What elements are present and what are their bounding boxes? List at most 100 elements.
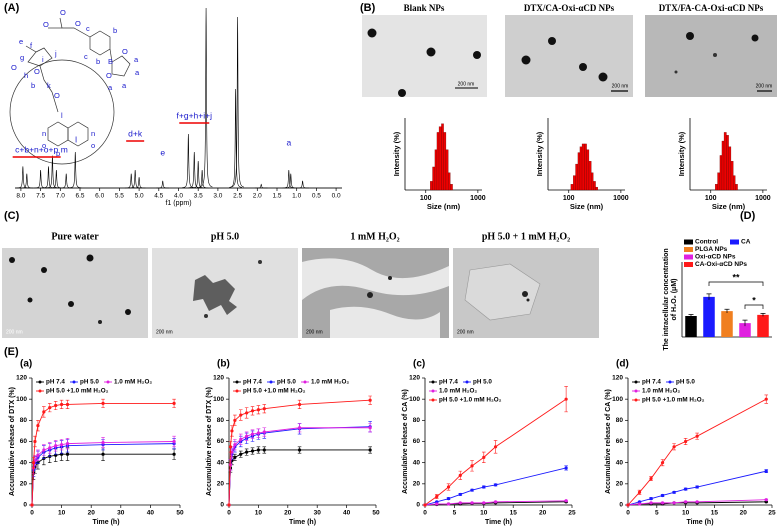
peak-label: a bbox=[286, 137, 291, 147]
x-tick-label: 10 bbox=[480, 510, 488, 517]
data-point bbox=[672, 445, 676, 449]
significance-label: * bbox=[752, 295, 756, 305]
x-axis-label: Time (h) bbox=[485, 519, 512, 526]
histogram-bar bbox=[430, 181, 433, 191]
histogram-bar bbox=[586, 149, 590, 191]
data-point bbox=[65, 442, 70, 446]
atom-label: a bbox=[108, 83, 113, 92]
data-point bbox=[764, 397, 768, 401]
x-tick-label: 2.0 bbox=[253, 193, 262, 200]
x-tick-label: 5 bbox=[655, 510, 659, 517]
tem-image: 200 nm bbox=[152, 248, 298, 338]
data-point bbox=[101, 452, 105, 456]
histogram-bar bbox=[715, 184, 718, 191]
data-point bbox=[637, 490, 642, 494]
peak bbox=[128, 169, 142, 189]
peak-label: f+g+h+i+j bbox=[177, 110, 213, 120]
y-tick-label: 80 bbox=[20, 417, 28, 424]
legend-label: pH 5.0 +1.0 mM H₂O₂ bbox=[46, 388, 109, 395]
peak-label: m bbox=[61, 144, 68, 154]
data-point bbox=[368, 448, 372, 452]
x-tick-label: 20 bbox=[88, 510, 96, 517]
histogram-bar bbox=[441, 123, 444, 191]
x-tick-label: 10 bbox=[58, 510, 66, 517]
y-tick-label: 60 bbox=[616, 438, 624, 445]
y-tick-label: 100 bbox=[409, 396, 420, 403]
y-tick-label: 20 bbox=[20, 481, 28, 488]
data-point bbox=[695, 485, 699, 489]
atom-label: l bbox=[61, 111, 63, 120]
x-tick-label: 50 bbox=[372, 510, 380, 517]
tem-image: 200 nm bbox=[2, 248, 148, 338]
legend-marker bbox=[634, 398, 638, 402]
legend-marker bbox=[72, 380, 76, 384]
histogram-bar bbox=[570, 184, 574, 191]
image-title: pH 5.0 bbox=[211, 231, 239, 242]
x-tick-label: 5.0 bbox=[135, 193, 144, 200]
x-tick-label: 20 bbox=[740, 510, 748, 517]
bond bbox=[51, 91, 59, 113]
bar bbox=[685, 316, 697, 337]
histogram-bar bbox=[726, 135, 729, 191]
y-axis-label: Intensity (%) bbox=[677, 131, 686, 176]
data-point bbox=[42, 410, 46, 414]
data-point bbox=[470, 488, 474, 492]
atom-label: g bbox=[20, 53, 24, 62]
y-tick-label: 40 bbox=[20, 459, 28, 466]
atom-label: a bbox=[134, 55, 139, 64]
atom-label: c bbox=[84, 52, 88, 61]
peak-label: d+k bbox=[128, 128, 143, 138]
x-tick-label: 20 bbox=[284, 510, 292, 517]
peak bbox=[16, 166, 30, 189]
error-bar bbox=[688, 314, 694, 318]
data-point bbox=[482, 455, 486, 459]
y-axis-label: The intracellular concentration bbox=[663, 248, 670, 350]
chart-title: (a) bbox=[20, 359, 32, 370]
atom-label: b bbox=[31, 81, 35, 90]
legend-marker bbox=[303, 380, 307, 384]
series-line bbox=[627, 470, 767, 506]
data-point bbox=[458, 473, 462, 477]
data-point bbox=[250, 432, 255, 436]
data-point bbox=[33, 439, 37, 444]
x-tick-label: 5 bbox=[453, 510, 457, 517]
histogram-bar bbox=[448, 172, 451, 191]
data-point bbox=[649, 501, 653, 505]
bar bbox=[757, 314, 769, 337]
atom-label: O bbox=[75, 19, 81, 28]
data-point bbox=[262, 407, 266, 411]
series-line bbox=[424, 398, 567, 506]
tem-image: 200 nm bbox=[453, 248, 599, 338]
histogram-bar bbox=[595, 186, 598, 191]
bond bbox=[39, 65, 53, 93]
peak bbox=[46, 155, 59, 189]
data-point bbox=[239, 413, 243, 417]
scale-bar-label: 200 nm bbox=[156, 329, 173, 335]
data-point bbox=[250, 409, 255, 413]
x-tick-label: 0 bbox=[227, 510, 231, 517]
legend-marker bbox=[106, 380, 110, 384]
legend-label: 1.0 mM H₂O₂ bbox=[311, 379, 349, 386]
data-point bbox=[684, 500, 688, 504]
y-tick-label: 20 bbox=[616, 481, 624, 488]
data-point bbox=[695, 500, 699, 504]
y-tick-label: 20 bbox=[217, 481, 225, 488]
peak bbox=[68, 151, 82, 189]
legend-swatch bbox=[684, 262, 693, 267]
data-point bbox=[672, 501, 676, 505]
legend-marker bbox=[38, 389, 42, 393]
data-point bbox=[564, 499, 568, 503]
data-point bbox=[262, 448, 266, 452]
y-axis-label: Accumulative release of DTX (%) bbox=[206, 387, 213, 496]
legend-label: CA-Oxi-αCD NPs bbox=[695, 261, 747, 268]
y-axis-label: Intensity (%) bbox=[535, 131, 544, 176]
histogram-bar bbox=[721, 140, 725, 191]
legend-label: pH 5.0 bbox=[277, 379, 296, 386]
legend-marker bbox=[431, 380, 435, 384]
atom-label: n bbox=[42, 129, 46, 138]
data-point bbox=[233, 455, 237, 459]
y-tick-label: 40 bbox=[413, 459, 421, 466]
x-tick-label: 1000 bbox=[755, 195, 771, 202]
data-point bbox=[36, 424, 40, 428]
